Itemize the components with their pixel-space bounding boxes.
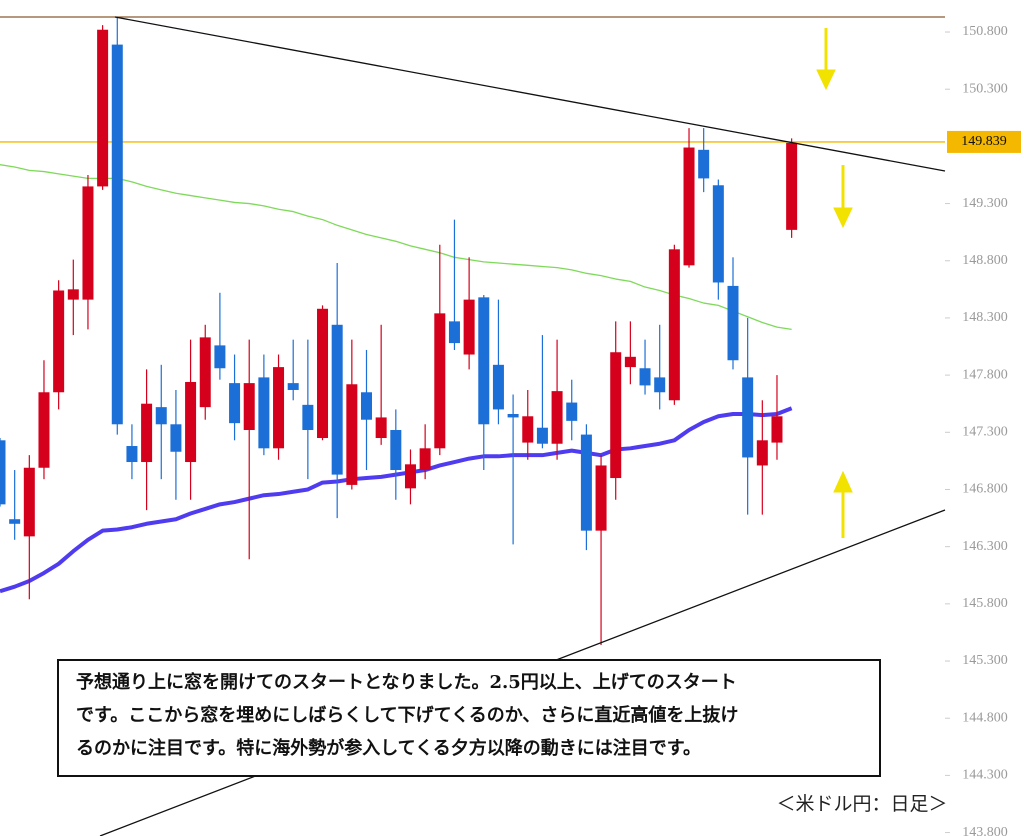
candle-body — [756, 440, 768, 466]
y-tick-label: 146.800 — [962, 482, 1008, 497]
candle-body — [478, 297, 490, 425]
candle-body — [551, 391, 563, 444]
y-tick-label: 147.300 — [962, 425, 1008, 440]
annotation-text: るのかに注目です。特に海外勢が参入してくる夕方以降の動きには注目です。 — [76, 737, 701, 759]
y-tick-label: 144.300 — [962, 768, 1008, 783]
annotation-text: 予想通り上に窓を開けてのスタートとなりました。2.5円以上、上げてのスタート — [76, 671, 737, 693]
candle-body — [448, 321, 460, 344]
last-price-label: 149.839 — [961, 134, 1007, 149]
y-tick-label: 145.300 — [962, 653, 1008, 668]
candle-body — [199, 337, 211, 408]
trend-line — [114, 16, 946, 172]
candle-body — [317, 308, 329, 439]
candle-body — [610, 352, 622, 479]
y-tick-label: 148.300 — [962, 310, 1008, 325]
candle-body — [361, 392, 372, 420]
candle-body — [536, 427, 548, 444]
candle-body — [67, 289, 79, 300]
drawings: 予想通り上に窓を開けてのスタートとなりました。2.5円以上、上げてのスタート で… — [57, 16, 1021, 836]
candle-body — [258, 377, 270, 449]
candle-body — [507, 413, 519, 418]
candle-body — [404, 464, 416, 489]
candle-body — [771, 416, 783, 443]
candle-body — [23, 467, 35, 537]
candle-body — [302, 404, 314, 431]
y-tick-label: 148.800 — [962, 253, 1008, 268]
candle-body — [742, 377, 754, 458]
candle-body — [712, 185, 724, 283]
candle-body — [390, 430, 402, 471]
y-tick-label: 147.800 — [962, 367, 1008, 382]
candle-body — [654, 377, 666, 393]
candle-body — [287, 383, 299, 390]
last-price-box — [947, 130, 1021, 153]
candle-body — [698, 149, 710, 179]
candles — [0, 17, 798, 646]
candle-body — [273, 367, 285, 449]
candle-body — [126, 446, 138, 463]
y-tick-label: 146.300 — [962, 539, 1008, 554]
candle-body — [170, 424, 182, 452]
arrows — [816, 28, 853, 538]
arrow-head — [833, 470, 853, 493]
candle-body — [141, 403, 153, 463]
candle-body — [82, 186, 94, 300]
candle-body — [522, 416, 534, 443]
arrow-head — [816, 69, 836, 91]
candle-body — [639, 368, 651, 386]
y-tick-label: 144.800 — [962, 710, 1008, 725]
annotation-text: です。ここから窓を埋めにしばらくして下げてくるのか、さらに直近高値を上抜け — [76, 704, 738, 726]
candle-body — [624, 356, 636, 368]
candle-body — [786, 142, 798, 230]
candle-body — [375, 417, 387, 439]
moving-average — [0, 164, 792, 331]
candle-body — [97, 29, 109, 187]
y-tick-label: 143.800 — [962, 825, 1008, 836]
candle-body — [683, 147, 695, 266]
candle-body — [9, 519, 21, 524]
candle-body — [111, 44, 123, 425]
candle-body — [463, 299, 475, 355]
candle-body — [566, 402, 578, 421]
candle-body — [229, 383, 241, 424]
candle-body — [0, 440, 6, 505]
candle-body — [53, 290, 65, 393]
candle-body — [346, 384, 358, 485]
candle-body — [331, 324, 343, 475]
arrow-head — [833, 207, 853, 229]
candle-body — [434, 313, 446, 449]
candle-body — [668, 249, 680, 401]
annotation-box — [57, 659, 881, 777]
candle-body — [185, 381, 197, 463]
y-tick-label: 150.800 — [962, 24, 1008, 39]
candle-body — [492, 364, 504, 410]
y-tick-label: 149.300 — [962, 196, 1008, 211]
candle-body — [580, 434, 592, 531]
caption: ＜米ドル円：日足＞ — [776, 793, 947, 815]
candle-body — [595, 465, 607, 531]
candle-body — [214, 345, 226, 369]
candle-body — [419, 448, 431, 471]
candle-body — [243, 383, 255, 431]
y-tick-label: 150.300 — [962, 81, 1008, 96]
candle-body — [727, 285, 739, 361]
candle-body — [38, 392, 50, 468]
candle-body — [155, 407, 167, 425]
y-tick-label: 145.800 — [962, 596, 1008, 611]
